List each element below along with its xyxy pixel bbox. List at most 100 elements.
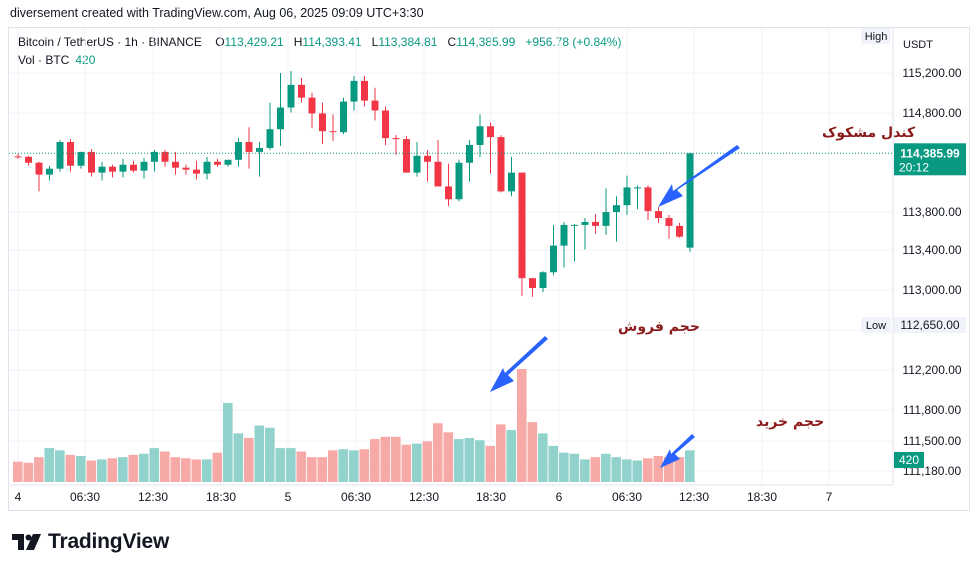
tradingview-logo[interactable]: TradingView	[12, 530, 169, 554]
high-tag: High	[865, 31, 888, 43]
candle-body	[340, 101, 347, 133]
candle	[319, 102, 326, 145]
candle-body	[245, 142, 253, 152]
volume-bar	[590, 457, 601, 482]
candle	[287, 71, 295, 113]
time-tick-label: 12:30	[679, 490, 709, 504]
candle	[382, 106, 389, 146]
volume-bar	[454, 439, 464, 482]
candle	[98, 161, 106, 181]
currency-label[interactable]: USDT	[903, 39, 933, 51]
time-axis[interactable]: 4 06:30 12:30 18:30 5 06:30 12:30 18:30 6 06:30 12…	[15, 490, 833, 504]
volume-bar	[370, 439, 380, 482]
candle	[476, 114, 484, 157]
candle	[140, 157, 148, 179]
volume-bar	[464, 437, 475, 482]
arrow-icon	[658, 145, 740, 207]
volume-bar	[149, 448, 160, 482]
candle-body	[518, 172, 526, 279]
volume-bar	[160, 451, 170, 482]
volume-bar	[538, 433, 548, 482]
price-axis[interactable]: 115,200.00 114,800.00 113,800.00 113,400.00…	[861, 28, 966, 478]
candle-body	[602, 212, 610, 226]
candle	[676, 222, 683, 238]
candle-body	[235, 142, 242, 160]
candle-body	[46, 168, 53, 175]
candle-body	[676, 225, 683, 237]
candle-body	[476, 126, 484, 146]
candle-body	[193, 169, 200, 174]
high-value: 114,393.41	[302, 35, 362, 49]
candle	[172, 151, 179, 175]
price-tick-label: 115,200.00	[902, 66, 961, 80]
candle	[466, 140, 473, 182]
volume-bar	[674, 457, 685, 482]
volume-bar	[23, 462, 34, 482]
volume-bar	[254, 425, 265, 482]
candle	[592, 214, 599, 234]
annotation-sell-volume: حجم فروش	[490, 319, 700, 392]
candle	[623, 175, 631, 216]
volume-bar	[653, 456, 664, 482]
low-tag-bg	[861, 317, 891, 333]
candle	[634, 185, 641, 210]
annotation-buy-volume: حجم خرید	[660, 414, 824, 468]
candle-body	[434, 161, 442, 187]
candle	[35, 161, 43, 192]
candle	[56, 140, 64, 172]
candle	[539, 271, 547, 292]
candle-body	[277, 107, 284, 130]
volume-badge-label: 420	[899, 453, 919, 467]
candle-body	[655, 211, 662, 218]
candle	[403, 136, 410, 173]
candle	[497, 135, 505, 193]
candle-body	[319, 113, 326, 132]
candle	[77, 151, 85, 169]
low-value-bg	[894, 317, 966, 333]
volume-bar	[44, 448, 55, 482]
volume-bar	[233, 433, 244, 482]
candle-body	[686, 153, 694, 248]
candle	[371, 87, 379, 121]
candle	[266, 102, 274, 150]
volume-bar	[527, 422, 538, 482]
candle-body	[140, 161, 148, 171]
volume-bar	[139, 453, 149, 482]
volume-bars	[13, 369, 695, 482]
candle-body	[623, 187, 631, 206]
candle-body	[529, 278, 536, 289]
candle	[329, 114, 337, 142]
candle-body	[350, 80, 358, 102]
volume-bar	[443, 432, 454, 482]
candle-body	[77, 151, 85, 166]
volume-bar	[286, 448, 296, 482]
volume-label[interactable]: Vol · BTC	[18, 53, 70, 67]
candle-body	[592, 221, 599, 226]
candle	[161, 149, 169, 167]
candle	[109, 164, 116, 178]
volume-bar	[13, 461, 23, 482]
annotation-suspicious-candle: کندل مشکوک	[658, 125, 916, 207]
candle-body	[203, 161, 211, 174]
candle-body	[98, 166, 106, 173]
candle-body	[466, 145, 473, 163]
candle	[686, 152, 694, 253]
volume-bar	[349, 450, 359, 482]
volume-bar	[506, 430, 517, 482]
high-tag-bg	[861, 28, 891, 44]
volume-bar	[107, 458, 118, 482]
volume-bar	[223, 402, 233, 482]
volume-bar	[391, 436, 401, 482]
candle	[445, 163, 452, 207]
chart-frame	[8, 27, 970, 511]
candle-body	[287, 84, 295, 108]
volume-bar	[181, 458, 191, 482]
ohlc-legend: Bitcoin / TetherUS · 1h · BINANCE O113,4…	[18, 35, 621, 49]
candle	[88, 148, 95, 177]
candle-body	[550, 245, 557, 273]
candle	[424, 149, 431, 182]
symbol-name[interactable]: Bitcoin / TetherUS · 1h · BINANCE	[18, 35, 202, 49]
volume-bar	[580, 459, 590, 482]
candle	[119, 158, 127, 178]
